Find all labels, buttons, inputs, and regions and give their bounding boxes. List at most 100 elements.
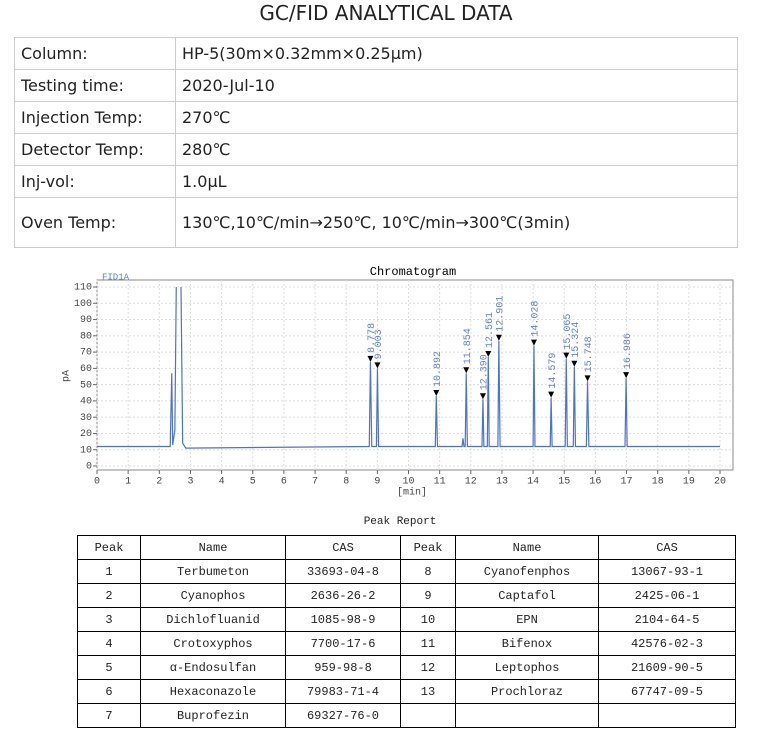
report-cell: 69327-76-0 [285,703,401,728]
y-tick-label: 100 [74,299,92,310]
x-tick-label: 12 [465,477,477,488]
x-tick-label: 11 [434,477,446,488]
info-row: Detector Temp: 280℃ [14,133,738,166]
report-cell: 21609-90-5 [598,655,736,680]
y-tick-label: 10 [80,445,92,456]
x-tick-label: 5 [250,477,256,488]
report-cell: 1085-98-9 [285,607,401,632]
report-title: Peak Report [363,516,437,528]
report-row: 1 Terbumeton 33693-04-8 8 Cyanofenphos 13067-… [77,559,736,584]
peak-label: 11.854 [463,328,474,364]
info-value: 2020-Jul-10 [175,69,738,102]
report-cell: 79983-71-4 [285,679,401,704]
report-cell: Terbumeton [140,559,286,584]
header-cell: CAS [285,535,401,560]
x-tick-label: 15 [558,477,570,488]
header-cell: Peak [400,535,456,560]
peak-marker [563,352,570,359]
report-cell: Bifenox [455,631,599,656]
x-tick-label: 4 [219,477,225,488]
info-row: Column: HP-5(30m×0.32mm×0.25μm) [14,37,738,70]
x-tick-label: 19 [683,477,695,488]
x-tick-label: 10 [402,477,414,488]
peak-marker [623,372,630,379]
y-tick-label: 20 [80,429,92,440]
x-tick-label: 7 [312,477,318,488]
peak-marker [530,339,537,346]
peak-marker [367,355,374,362]
report-cell: 10 [400,607,456,632]
peak-marker [584,375,591,382]
y-tick-label: 110 [74,283,92,294]
peak-label: 14.579 [548,353,559,389]
y-tick-label: 90 [80,315,92,326]
trace [97,287,720,449]
info-row: Testing time: 2020-Jul-10 [14,69,738,102]
peak-marker [571,360,578,367]
report-cell: 13067-93-1 [598,559,736,584]
header-cell: CAS [598,535,736,560]
report-cell: 6 [77,679,141,704]
info-label: Detector Temp: [14,133,176,166]
peak-label: 12.561 [485,312,496,348]
report-cell: Crotoxyphos [140,631,286,656]
x-tick-label: 9 [374,477,380,488]
header-cell: Name [140,535,286,560]
y-tick-label: 40 [80,397,92,408]
info-value: 130℃,10℃/min→250℃, 10℃/min→300℃(3min) [175,197,738,248]
report-row: 7 Buprofezin 69327-76-0 [77,703,736,728]
report-cell: Cyanophos [140,583,286,608]
peak-marker [548,391,555,398]
x-tick-label: 2 [156,477,162,488]
report-cell: 2636-26-2 [285,583,401,608]
info-value: 270℃ [175,101,738,134]
report-cell: Prochloraz [455,679,599,704]
x-tick-label: 20 [714,477,726,488]
x-tick-label: 8 [343,477,349,488]
report-cell: 7700-17-6 [285,631,401,656]
signal-label: FID1A [102,272,130,282]
report-cell: 3 [77,607,141,632]
peak-marker [463,367,470,374]
peak-label: 14.028 [531,301,542,337]
report-cell: 1 [77,559,141,584]
report-cell [598,703,736,728]
report-cell: Cyanofenphos [455,559,599,584]
x-tick-label: 16 [589,477,601,488]
x-tick-label: 17 [621,477,633,488]
report-cell: 12 [400,655,456,680]
peak-marker [495,334,502,341]
x-tick-label: 1 [125,477,131,488]
info-label: Column: [14,37,176,70]
report-cell: 5 [77,655,141,680]
info-label: Inj-vol: [14,165,176,198]
report-row: 5 α-Endosulfan 959-98-8 12 Leptophos 21609-90… [77,655,736,680]
report-cell: EPN [455,607,599,632]
y-tick-label: 30 [80,413,92,424]
y-tick-label: 70 [80,348,92,359]
report-row: 4 Crotoxyphos 7700-17-6 11 Bifenox 42576-02-3 [77,631,736,656]
info-value: 1.0μL [175,165,738,198]
x-tick-label: 6 [281,477,287,488]
peak-label: 16.986 [623,333,634,369]
x-tick-label: 3 [187,477,193,488]
report-cell: 4 [77,631,141,656]
report-cell: 7 [77,703,141,728]
header-cell: Name [455,535,599,560]
x-axis-label: [min] [397,487,427,499]
peak-marker [479,393,486,400]
report-cell [455,703,599,728]
report-row: 6 Hexaconazole 79983-71-4 13 Prochloraz 67747… [77,679,736,704]
report-cell: 42576-02-3 [598,631,736,656]
report-cell: 2 [77,583,141,608]
peak-marker [374,362,381,369]
peak-label: 15.748 [584,336,595,372]
report-cell: 13 [400,679,456,704]
peak-label: 12.390 [480,354,491,390]
x-tick-label: 18 [652,477,664,488]
peak-report-table: Peak Name CAS Peak Name CAS 1 Terbumeton 33693-0… [77,535,736,728]
peak-label: 12.901 [496,296,507,332]
report-cell: 33693-04-8 [285,559,401,584]
report-header: Peak Name CAS Peak Name CAS [77,535,736,560]
